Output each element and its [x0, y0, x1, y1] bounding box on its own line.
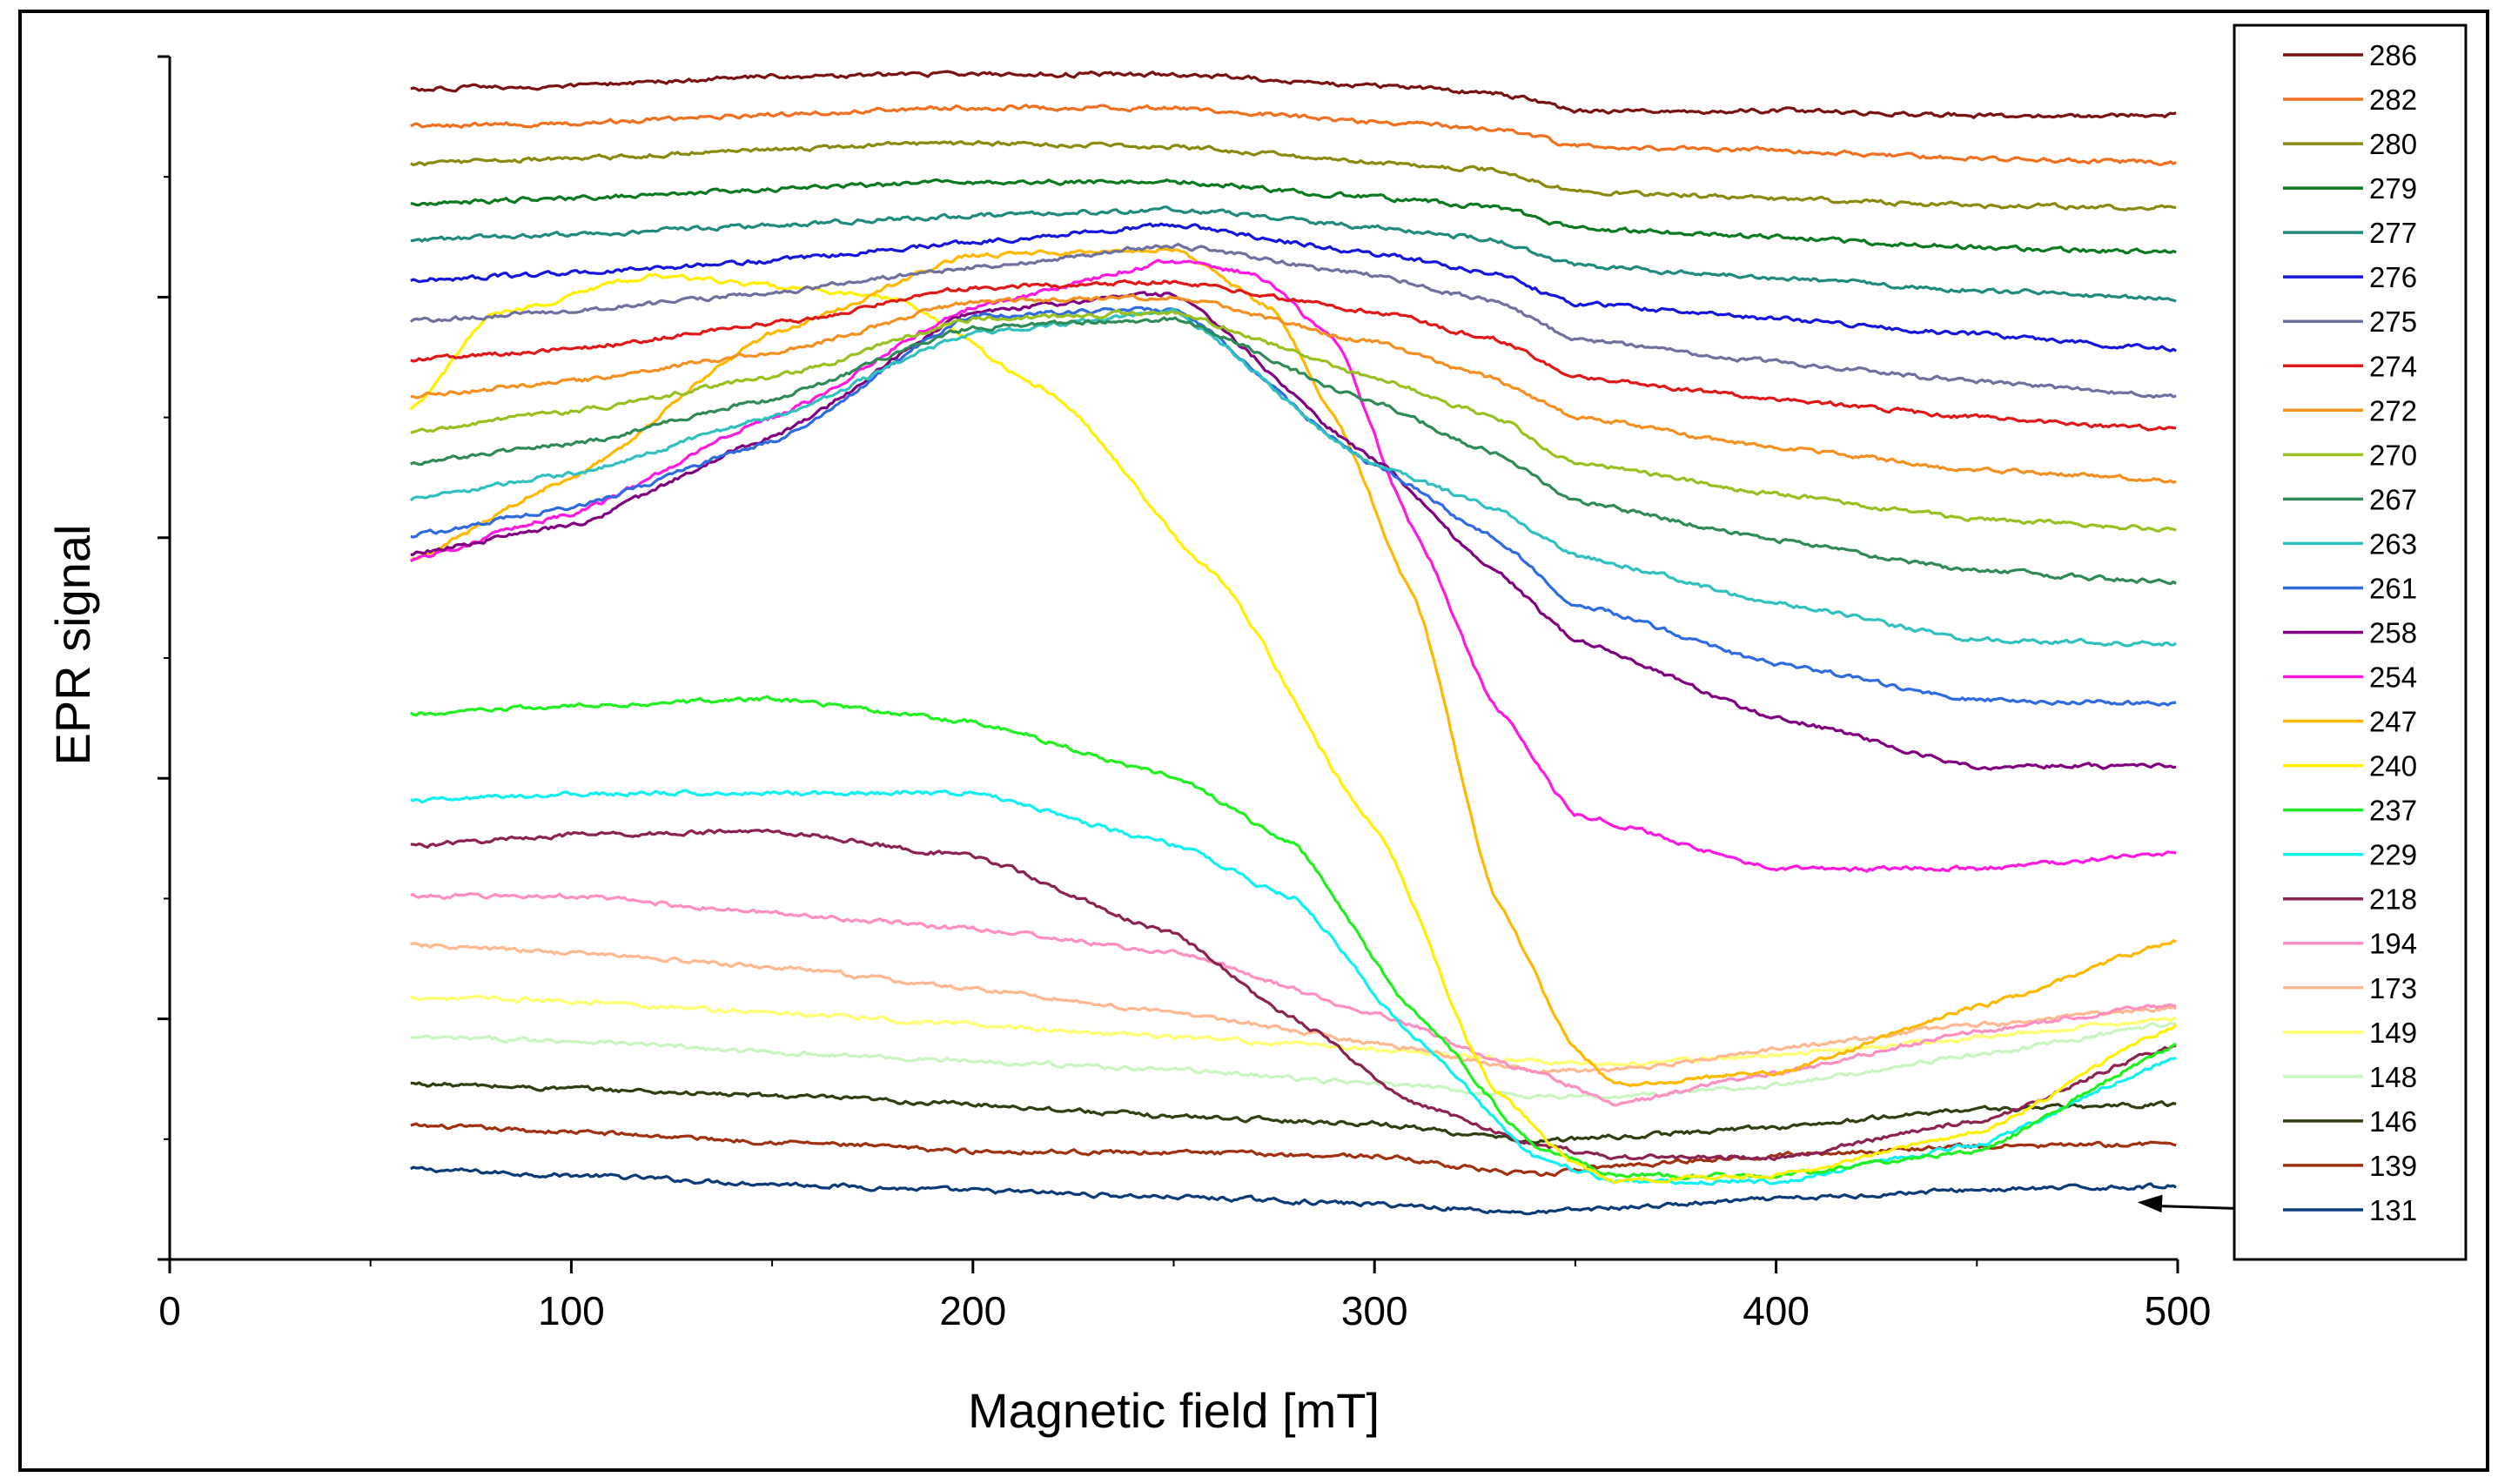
x-tick-label: 100	[538, 1288, 605, 1333]
series-line-247	[409, 247, 2177, 1087]
series-line-254	[410, 259, 2177, 873]
series-line-131	[410, 1165, 2177, 1216]
legend-label-280: 280	[2369, 128, 2417, 160]
series-line-146	[410, 1081, 2177, 1145]
series-line-139	[410, 1122, 2177, 1178]
series-line-275	[409, 242, 2177, 400]
legend-label-131: 131	[2369, 1194, 2417, 1226]
series-line-263	[409, 307, 2178, 648]
legend-label-194: 194	[2369, 928, 2417, 960]
series-line-274	[410, 279, 2177, 432]
legend-label-276: 276	[2369, 261, 2417, 293]
legend-label-237: 237	[2369, 795, 2417, 827]
series-line-218	[410, 828, 2177, 1162]
series-layer	[409, 70, 2178, 1216]
legend-label-218: 218	[2369, 883, 2417, 916]
series-line-229	[410, 789, 2177, 1186]
series-line-149	[410, 994, 2177, 1067]
series-line-279	[410, 178, 2177, 255]
legend-label-272: 272	[2369, 394, 2417, 426]
legend-label-282: 282	[2369, 84, 2417, 116]
legend-label-247: 247	[2369, 706, 2417, 738]
series-line-267	[410, 316, 2178, 586]
legend-label-267: 267	[2369, 483, 2417, 515]
series-line-277	[410, 205, 2177, 303]
legend-label-275: 275	[2369, 306, 2417, 338]
series-line-280	[410, 139, 2177, 212]
x-tick-label: 300	[1341, 1288, 1408, 1333]
legend: 286 282 280 279 277 276 275 274 272 270 267 263 261 2…	[2233, 24, 2468, 1261]
x-tick-labels: 0 100 200 300 400 500	[158, 1288, 2211, 1333]
legend-label-279: 279	[2369, 172, 2417, 205]
x-tick-label: 400	[1743, 1288, 1810, 1333]
legend-label-240: 240	[2369, 750, 2417, 782]
legend-label-286: 286	[2369, 39, 2417, 71]
series-line-240	[409, 272, 2178, 1184]
legend-label-229: 229	[2369, 839, 2417, 871]
series-line-194	[410, 892, 2177, 1107]
x-tick-label: 0	[158, 1288, 181, 1333]
legend-label-149: 149	[2369, 1017, 2417, 1049]
series-line-237	[409, 695, 2177, 1180]
series-line-276	[410, 222, 2177, 353]
legend-label-258: 258	[2369, 616, 2417, 648]
x-tick-label: 500	[2145, 1288, 2212, 1333]
legend-label-173: 173	[2369, 972, 2417, 1004]
x-tick-label: 200	[939, 1288, 1006, 1333]
legend-label-139: 139	[2369, 1150, 2417, 1182]
series-line-148	[410, 1021, 2177, 1100]
series-line-286	[410, 70, 2177, 119]
series-line-258	[410, 291, 2177, 771]
y-axis-title: EPR signal	[45, 524, 100, 765]
x-axis-title: Magnetic field [mT]	[968, 1383, 1380, 1438]
legend-label-263: 263	[2369, 527, 2417, 560]
legend-label-261: 261	[2369, 572, 2417, 604]
legend-label-274: 274	[2369, 350, 2417, 382]
legend-label-146: 146	[2369, 1105, 2417, 1138]
legend-label-277: 277	[2369, 217, 2417, 249]
legend-box	[2233, 24, 2468, 1261]
chart-frame	[18, 10, 2489, 1472]
series-line-270	[410, 309, 2177, 533]
annotation-arrow-head	[2137, 1194, 2163, 1213]
series-line-272	[410, 293, 2177, 484]
legend-label-254: 254	[2369, 661, 2417, 694]
series-line-282	[410, 104, 2177, 166]
legend-label-148: 148	[2369, 1061, 2417, 1093]
legend-label-270: 270	[2369, 439, 2417, 471]
plot-axes	[158, 55, 2179, 1273]
